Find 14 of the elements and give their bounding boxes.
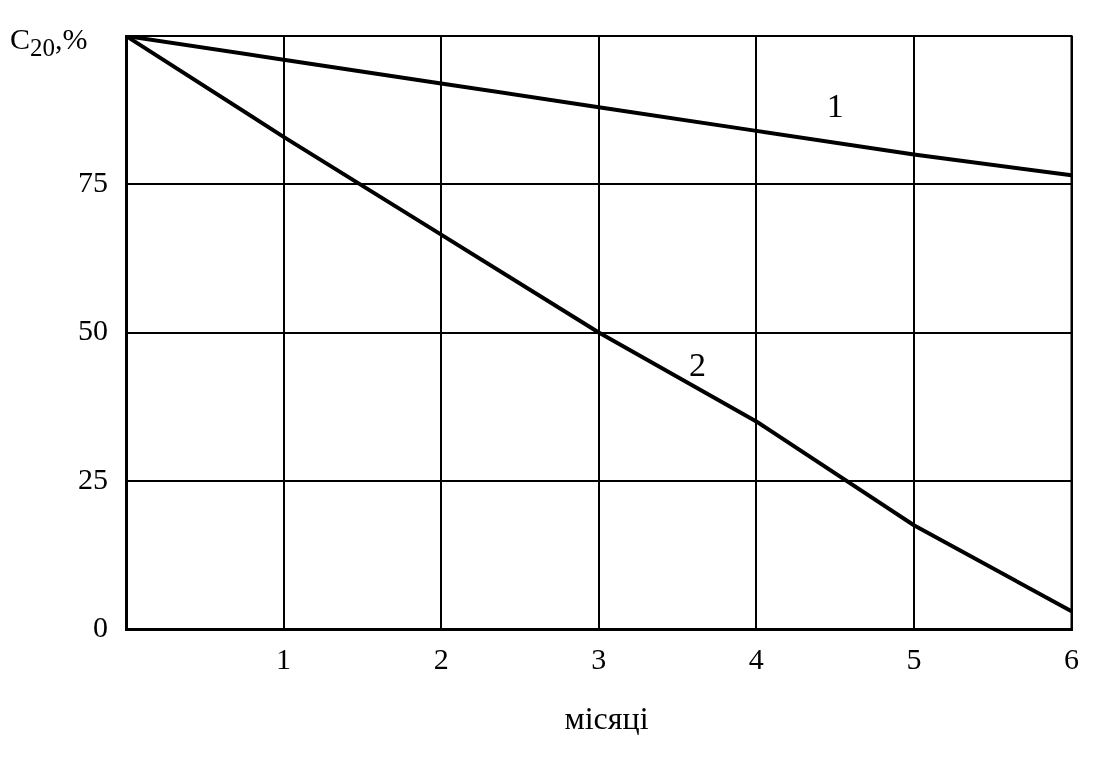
x-tick-label: 4 [748, 641, 764, 675]
y-axis-title: C$_{20}$,% [10, 22, 88, 62]
x-tick-label: 2 [433, 641, 449, 675]
x-tick-label: 6 [1064, 641, 1079, 675]
x-tick-label: 3 [591, 641, 607, 675]
y-tick-label: 0 [93, 609, 108, 643]
x-axis-title: місяці [563, 700, 650, 737]
x-tick-label: 1 [276, 641, 292, 675]
series-label: 2 [689, 345, 707, 383]
y-tick-label: 25 [78, 461, 108, 495]
y-tick-label: 50 [78, 313, 108, 347]
y-tick-label: 75 [78, 165, 108, 199]
series-label: 1 [826, 86, 844, 124]
x-tick-label: 5 [906, 641, 922, 675]
